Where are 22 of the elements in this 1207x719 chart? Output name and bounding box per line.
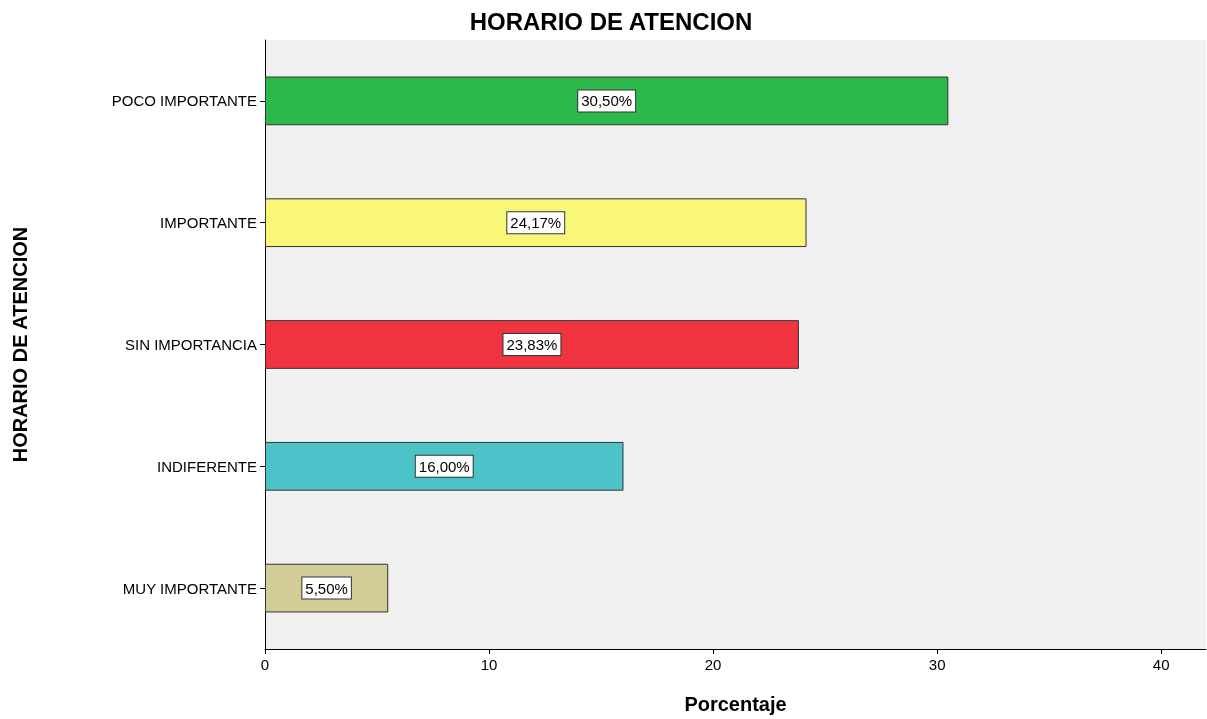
x-tick-label: 30 [928, 656, 946, 673]
data-label: 30,50% [581, 92, 633, 110]
y-tick-label: POCO IMPORTANTE [111, 92, 257, 110]
bar [265, 320, 799, 369]
y-tick-label: SIN IMPORTANCIA [125, 336, 257, 353]
x-tick-label: 0 [260, 656, 270, 673]
x-axis-title: Porcentaje [684, 693, 787, 715]
data-label: 16,00% [418, 457, 470, 475]
bar [265, 76, 949, 126]
chart-title: HORARIO DE ATENCION [469, 7, 753, 35]
bar [265, 198, 807, 248]
y-tick-label: INDIFERENTE [156, 457, 257, 475]
data-label: 5,50% [305, 579, 348, 597]
data-label: 24,17% [510, 214, 562, 232]
data-label: 23,83% [506, 336, 558, 353]
y-axis-title: HORARIO DE ATENCION [9, 226, 31, 463]
x-tick-label: 20 [704, 656, 722, 673]
x-tick-label: 40 [1152, 656, 1170, 673]
y-tick-label: MUY IMPORTANTE [122, 579, 257, 597]
bar [265, 441, 624, 491]
x-tick-label: 10 [480, 656, 498, 673]
y-tick-label: IMPORTANTE [160, 214, 257, 232]
